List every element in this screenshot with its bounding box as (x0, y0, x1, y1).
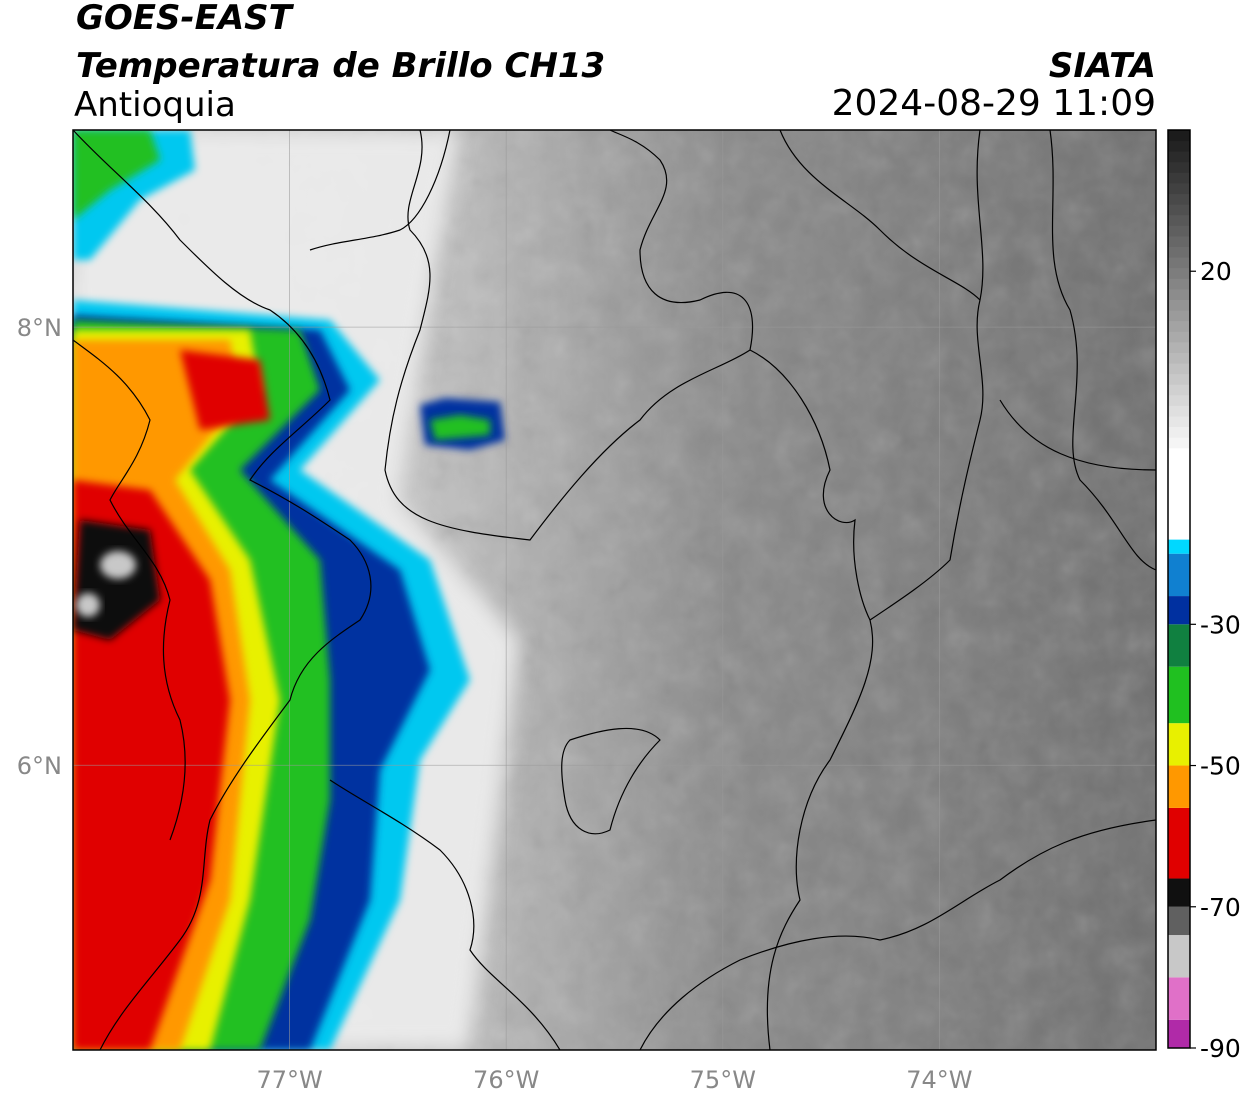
colorbar-tick-label-1: -30 (1200, 610, 1241, 639)
colorbar-gray-step-3 (1168, 405, 1190, 417)
colorbar-segment-3 (1168, 906, 1190, 936)
colorbar-gray-step-16 (1168, 267, 1190, 279)
cloud-layer-red-north (180, 350, 270, 430)
overshooting-top (100, 551, 136, 579)
colorbar-segment-10 (1168, 596, 1190, 625)
state-boundary-southeast (639, 819, 1156, 1050)
colorbar-segment-11 (1168, 553, 1190, 597)
gridlines (73, 130, 1156, 1050)
lon-tick-label-2: 75°W (690, 1066, 756, 1094)
colorbar-gray-step-24 (1168, 182, 1190, 195)
colorbar: 20 -30 -50 -70 -90 (1167, 129, 1241, 1063)
colorbar-segment-1 (1168, 977, 1190, 1020)
colorbar-gray-step-13 (1168, 299, 1190, 311)
colorbar-gray-step-17 (1168, 257, 1190, 269)
colorbar-gray-step-28 (1168, 140, 1190, 152)
colorbar-gray-step-22 (1168, 204, 1190, 216)
colorbar-gray-step-11 (1168, 320, 1190, 332)
colorbar-frame (1167, 129, 1191, 1049)
isolated-convective-cell-core (430, 415, 490, 440)
colorbar-segment-4 (1168, 878, 1190, 907)
axis-ticks: 77°W 76°W 75°W 74°W 8°N 6°N (17, 314, 973, 1094)
map-frame (72, 129, 1157, 1051)
colorbar-segment-0 (1168, 1019, 1190, 1048)
colorbar-segment-2 (1168, 935, 1190, 978)
colorbar-gray-step-23 (1168, 193, 1190, 205)
colorbar-gray-step-18 (1168, 246, 1190, 258)
colorbar-tick-label-2: -50 (1200, 752, 1241, 781)
colorbar-segment-9 (1168, 624, 1190, 667)
organization-label: SIATA (1048, 46, 1156, 86)
colorbar-gray-step-20 (1168, 225, 1190, 237)
colorbar-gray-step-2 (1168, 415, 1190, 428)
map-imagery (73, 130, 1156, 1050)
colorbar-gray-step-14 (1168, 288, 1190, 300)
lat-tick-label-0: 8°N (17, 314, 62, 342)
colorbar-segments (1168, 130, 1190, 1048)
colorbar-tick-label-0: 20 (1200, 257, 1232, 286)
river-boundary-north (779, 130, 981, 301)
colorbar-segment-8 (1168, 666, 1190, 724)
inner-coastline (73, 339, 186, 841)
colorbar-gray-step-4 (1168, 394, 1190, 406)
antioquia-boundary-east (749, 130, 984, 621)
colorbar-gray-step-7 (1168, 363, 1190, 375)
colorbar-gray-step-19 (1168, 235, 1190, 248)
antioquia-boundary-south (766, 619, 874, 1050)
colorbar-gray-step-8 (1168, 352, 1190, 364)
colorbar-segment-13 (1168, 447, 1190, 540)
colorbar-gray-step-26 (1168, 161, 1190, 173)
colorbar-gray-step-29 (1168, 130, 1190, 142)
lat-tick-label-1: 6°N (17, 752, 62, 780)
colorbar-segment-7 (1168, 723, 1190, 766)
colorbar-segment-5 (1168, 807, 1190, 879)
administrative-boundaries (73, 130, 1156, 1050)
colorbar-gray-step-27 (1168, 151, 1190, 163)
darien-boundary (309, 130, 451, 251)
lon-tick-label-0: 77°W (256, 1066, 322, 1094)
colorbar-gray-step-6 (1168, 373, 1190, 385)
state-boundary-east (1049, 130, 1156, 571)
colorbar-tick-label-3: -70 (1200, 893, 1241, 922)
product-title: Temperatura de Brillo CH13 (76, 46, 606, 86)
colorbar-gray-step-5 (1168, 384, 1190, 396)
colorbar-ticks: 20 -30 -50 -70 -90 (1190, 257, 1241, 1063)
overshooting-top-2 (76, 593, 100, 617)
colorbar-gray-step-9 (1168, 341, 1190, 353)
boundary-northeast (999, 399, 1156, 471)
antioquia-boundary-north (384, 130, 754, 541)
coastline (73, 130, 372, 1050)
colorbar-tick-label-4: -90 (1200, 1034, 1241, 1063)
lon-tick-label-1: 76°W (473, 1066, 539, 1094)
colorbar-gray-step-1 (1168, 426, 1190, 438)
region-label: Antioquia (74, 85, 236, 125)
colorbar-segment-12 (1168, 539, 1190, 554)
choco-boundary (329, 779, 561, 1050)
colorbar-gray-step-12 (1168, 310, 1190, 322)
colorbar-gray-step-25 (1168, 172, 1190, 184)
timestamp-label: 2024-08-29 11:09 (831, 83, 1156, 124)
colorbar-gray-step-15 (1168, 278, 1190, 290)
satellite-source-title: GOES-EAST (76, 0, 292, 38)
colorbar-segment-6 (1168, 765, 1190, 808)
colorbar-gray-step-21 (1168, 214, 1190, 226)
metro-valley-boundary (561, 727, 661, 835)
colorbar-gray-step-0 (1168, 437, 1190, 449)
lon-tick-label-3: 74°W (906, 1066, 972, 1094)
colorbar-gray-step-10 (1168, 331, 1190, 343)
